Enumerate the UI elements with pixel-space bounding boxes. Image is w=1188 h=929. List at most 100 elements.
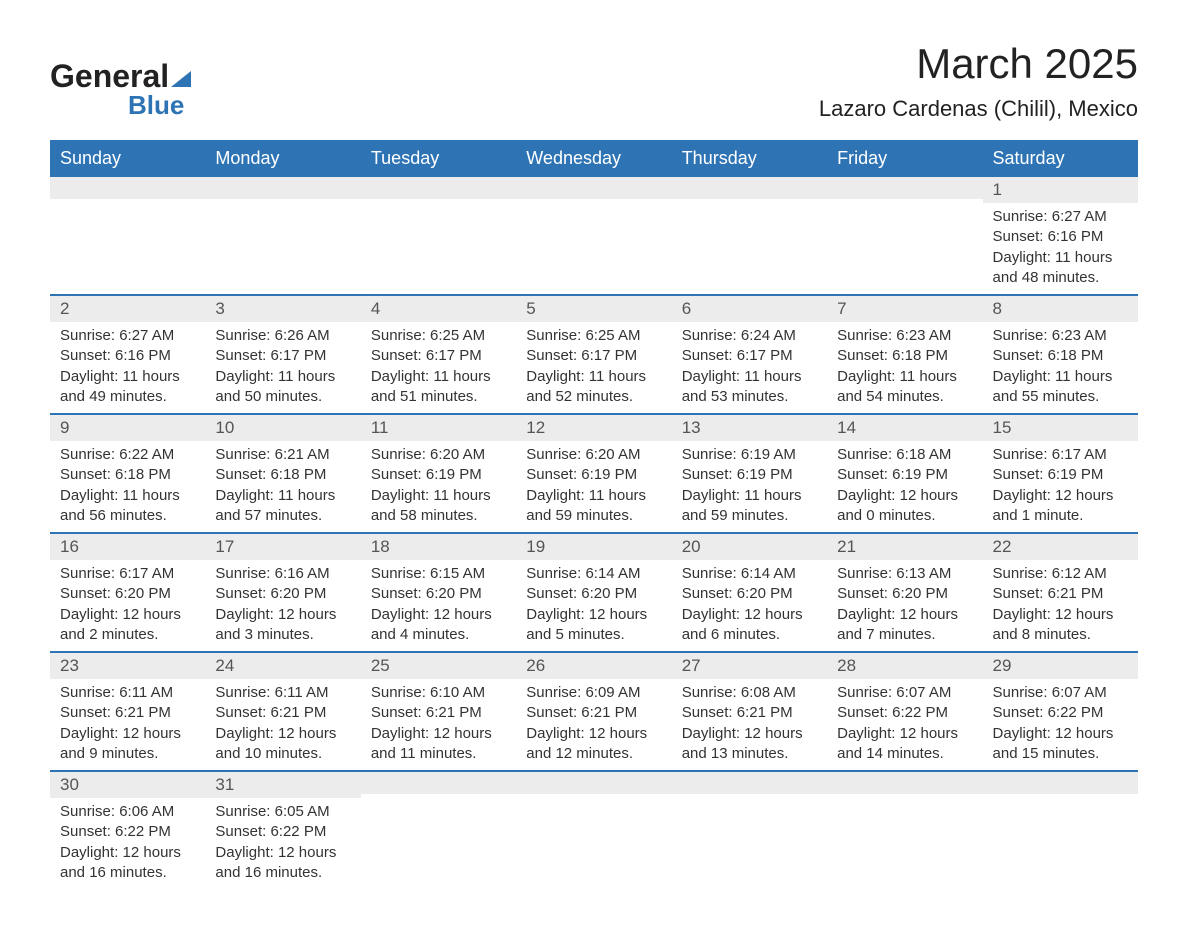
day-number xyxy=(672,177,827,199)
sunrise-text: Sunrise: 6:25 AM xyxy=(526,326,661,346)
day-number xyxy=(983,772,1138,794)
cell-body xyxy=(361,794,516,804)
calendar-cell: 8Sunrise: 6:23 AMSunset: 6:18 PMDaylight… xyxy=(983,295,1138,414)
day-number: 23 xyxy=(50,653,205,679)
calendar-cell: 11Sunrise: 6:20 AMSunset: 6:19 PMDayligh… xyxy=(361,414,516,533)
day-header: Wednesday xyxy=(516,140,671,177)
calendar-cell xyxy=(672,771,827,889)
day-number: 9 xyxy=(50,415,205,441)
cell-body xyxy=(361,199,516,209)
calendar-cell: 2Sunrise: 6:27 AMSunset: 6:16 PMDaylight… xyxy=(50,295,205,414)
cell-body: Sunrise: 6:10 AMSunset: 6:21 PMDaylight:… xyxy=(361,679,516,770)
sunrise-text: Sunrise: 6:20 AM xyxy=(371,445,506,465)
calendar-cell: 5Sunrise: 6:25 AMSunset: 6:17 PMDaylight… xyxy=(516,295,671,414)
sunset-text: Sunset: 6:20 PM xyxy=(526,584,661,604)
day-number xyxy=(50,177,205,199)
cell-body: Sunrise: 6:15 AMSunset: 6:20 PMDaylight:… xyxy=(361,560,516,651)
sunrise-text: Sunrise: 6:27 AM xyxy=(60,326,195,346)
calendar-cell: 16Sunrise: 6:17 AMSunset: 6:20 PMDayligh… xyxy=(50,533,205,652)
calendar-cell xyxy=(361,771,516,889)
cell-body: Sunrise: 6:12 AMSunset: 6:21 PMDaylight:… xyxy=(983,560,1138,651)
sunset-text: Sunset: 6:17 PM xyxy=(371,346,506,366)
sunset-text: Sunset: 6:21 PM xyxy=(993,584,1128,604)
day-number xyxy=(361,177,516,199)
calendar-cell: 15Sunrise: 6:17 AMSunset: 6:19 PMDayligh… xyxy=(983,414,1138,533)
cell-body: Sunrise: 6:14 AMSunset: 6:20 PMDaylight:… xyxy=(672,560,827,651)
sunset-text: Sunset: 6:18 PM xyxy=(60,465,195,485)
sunset-text: Sunset: 6:21 PM xyxy=(526,703,661,723)
sunset-text: Sunset: 6:20 PM xyxy=(837,584,972,604)
calendar-cell: 20Sunrise: 6:14 AMSunset: 6:20 PMDayligh… xyxy=(672,533,827,652)
day-number xyxy=(205,177,360,199)
calendar-cell: 7Sunrise: 6:23 AMSunset: 6:18 PMDaylight… xyxy=(827,295,982,414)
calendar-cell: 23Sunrise: 6:11 AMSunset: 6:21 PMDayligh… xyxy=(50,652,205,771)
daylight-text: Daylight: 11 hours and 50 minutes. xyxy=(215,367,350,408)
sunrise-text: Sunrise: 6:11 AM xyxy=(215,683,350,703)
daylight-text: Daylight: 12 hours and 7 minutes. xyxy=(837,605,972,646)
sunrise-text: Sunrise: 6:14 AM xyxy=(682,564,817,584)
sunrise-text: Sunrise: 6:27 AM xyxy=(993,207,1128,227)
sunrise-text: Sunrise: 6:22 AM xyxy=(60,445,195,465)
sunrise-text: Sunrise: 6:20 AM xyxy=(526,445,661,465)
sunrise-text: Sunrise: 6:07 AM xyxy=(993,683,1128,703)
daylight-text: Daylight: 12 hours and 13 minutes. xyxy=(682,724,817,765)
calendar-week: 23Sunrise: 6:11 AMSunset: 6:21 PMDayligh… xyxy=(50,652,1138,771)
sunrise-text: Sunrise: 6:08 AM xyxy=(682,683,817,703)
cell-body xyxy=(50,199,205,209)
sunrise-text: Sunrise: 6:25 AM xyxy=(371,326,506,346)
cell-body: Sunrise: 6:14 AMSunset: 6:20 PMDaylight:… xyxy=(516,560,671,651)
cell-body: Sunrise: 6:11 AMSunset: 6:21 PMDaylight:… xyxy=(205,679,360,770)
sunrise-text: Sunrise: 6:15 AM xyxy=(371,564,506,584)
daylight-text: Daylight: 12 hours and 9 minutes. xyxy=(60,724,195,765)
daylight-text: Daylight: 12 hours and 4 minutes. xyxy=(371,605,506,646)
calendar-cell xyxy=(827,771,982,889)
day-number: 15 xyxy=(983,415,1138,441)
calendar-cell: 13Sunrise: 6:19 AMSunset: 6:19 PMDayligh… xyxy=(672,414,827,533)
sunset-text: Sunset: 6:21 PM xyxy=(682,703,817,723)
title-block: March 2025 Lazaro Cardenas (Chilil), Mex… xyxy=(819,40,1138,122)
sunset-text: Sunset: 6:19 PM xyxy=(682,465,817,485)
calendar-cell: 29Sunrise: 6:07 AMSunset: 6:22 PMDayligh… xyxy=(983,652,1138,771)
daylight-text: Daylight: 12 hours and 16 minutes. xyxy=(215,843,350,884)
daylight-text: Daylight: 12 hours and 14 minutes. xyxy=(837,724,972,765)
cell-body: Sunrise: 6:05 AMSunset: 6:22 PMDaylight:… xyxy=(205,798,360,889)
day-number: 31 xyxy=(205,772,360,798)
cell-body: Sunrise: 6:23 AMSunset: 6:18 PMDaylight:… xyxy=(827,322,982,413)
calendar-cell: 25Sunrise: 6:10 AMSunset: 6:21 PMDayligh… xyxy=(361,652,516,771)
sunrise-text: Sunrise: 6:11 AM xyxy=(60,683,195,703)
logo-text-sub: Blue xyxy=(128,92,191,118)
logo: General Blue xyxy=(50,60,191,118)
daylight-text: Daylight: 12 hours and 5 minutes. xyxy=(526,605,661,646)
cell-body xyxy=(516,199,671,209)
day-number xyxy=(361,772,516,794)
daylight-text: Daylight: 11 hours and 53 minutes. xyxy=(682,367,817,408)
cell-body xyxy=(516,794,671,804)
day-number: 5 xyxy=(516,296,671,322)
daylight-text: Daylight: 11 hours and 57 minutes. xyxy=(215,486,350,527)
sunrise-text: Sunrise: 6:17 AM xyxy=(993,445,1128,465)
cell-body: Sunrise: 6:11 AMSunset: 6:21 PMDaylight:… xyxy=(50,679,205,770)
daylight-text: Daylight: 11 hours and 59 minutes. xyxy=(526,486,661,527)
day-header-row: Sunday Monday Tuesday Wednesday Thursday… xyxy=(50,140,1138,177)
calendar-cell: 24Sunrise: 6:11 AMSunset: 6:21 PMDayligh… xyxy=(205,652,360,771)
sunrise-text: Sunrise: 6:06 AM xyxy=(60,802,195,822)
calendar-week: 30Sunrise: 6:06 AMSunset: 6:22 PMDayligh… xyxy=(50,771,1138,889)
sunset-text: Sunset: 6:20 PM xyxy=(215,584,350,604)
sunset-text: Sunset: 6:19 PM xyxy=(837,465,972,485)
day-number: 16 xyxy=(50,534,205,560)
sunset-text: Sunset: 6:18 PM xyxy=(993,346,1128,366)
calendar-cell: 6Sunrise: 6:24 AMSunset: 6:17 PMDaylight… xyxy=(672,295,827,414)
sunset-text: Sunset: 6:21 PM xyxy=(60,703,195,723)
day-number xyxy=(516,772,671,794)
day-number: 27 xyxy=(672,653,827,679)
sunset-text: Sunset: 6:22 PM xyxy=(60,822,195,842)
sunrise-text: Sunrise: 6:13 AM xyxy=(837,564,972,584)
calendar-cell: 30Sunrise: 6:06 AMSunset: 6:22 PMDayligh… xyxy=(50,771,205,889)
sunset-text: Sunset: 6:22 PM xyxy=(837,703,972,723)
calendar-cell xyxy=(516,771,671,889)
daylight-text: Daylight: 11 hours and 52 minutes. xyxy=(526,367,661,408)
sunrise-text: Sunrise: 6:18 AM xyxy=(837,445,972,465)
cell-body: Sunrise: 6:07 AMSunset: 6:22 PMDaylight:… xyxy=(827,679,982,770)
calendar-cell: 28Sunrise: 6:07 AMSunset: 6:22 PMDayligh… xyxy=(827,652,982,771)
sunrise-text: Sunrise: 6:23 AM xyxy=(993,326,1128,346)
